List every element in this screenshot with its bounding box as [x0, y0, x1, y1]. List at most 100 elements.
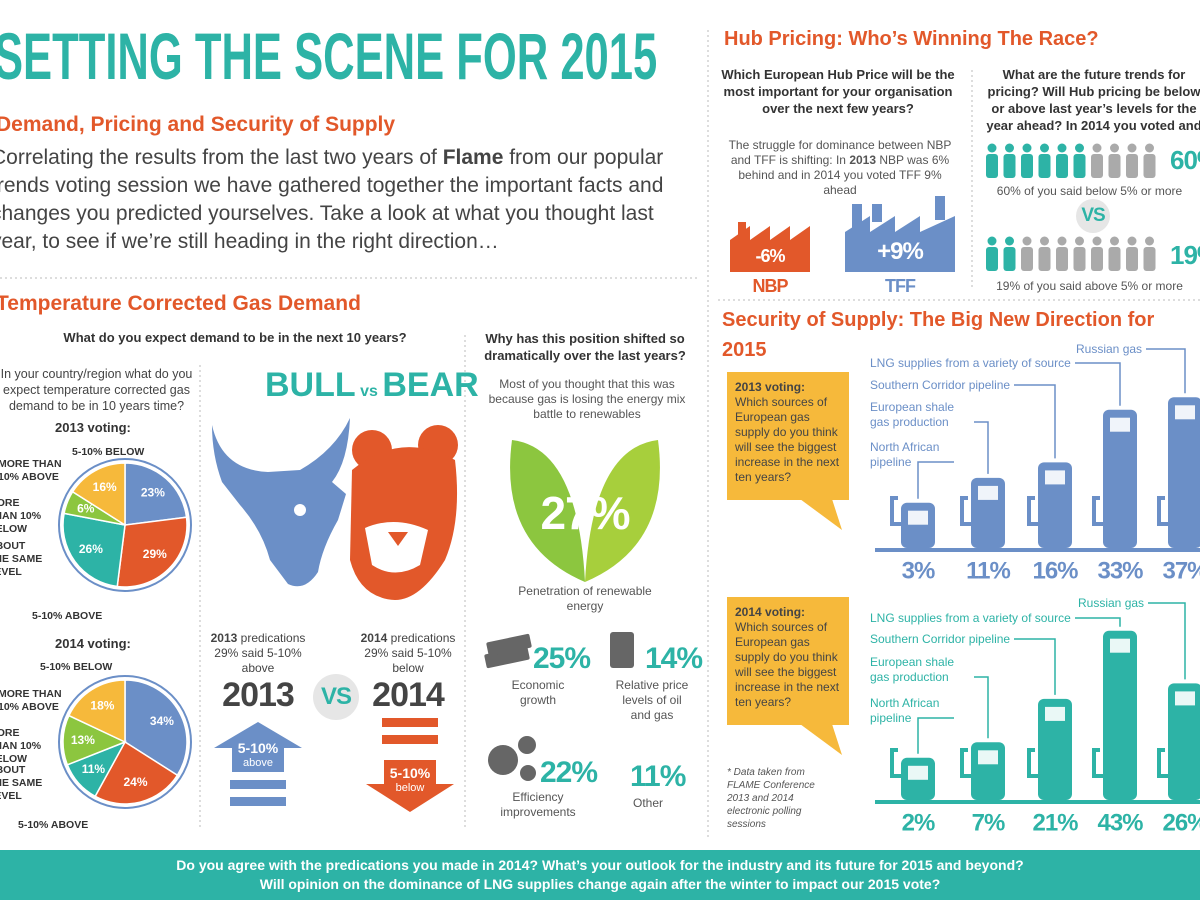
- slice-label: 26%: [79, 542, 103, 556]
- person-body: [1143, 247, 1156, 271]
- renewables-value: 27%: [540, 487, 630, 539]
- pie-slice: [94, 740, 179, 805]
- category-label: MORE THAN 10% BELOW: [0, 497, 42, 535]
- category-label: North African pipeline: [870, 696, 940, 725]
- person-head: [1145, 143, 1154, 153]
- category-label: Russian gas: [1076, 342, 1143, 356]
- pump-icon: [610, 632, 634, 668]
- pie-title: 2013 voting:: [55, 420, 131, 435]
- pie-slice: [116, 516, 188, 588]
- category-label: MORE THAN 10% ABOVE: [0, 458, 62, 483]
- factor-icons: [484, 632, 634, 781]
- pump-bar: [1038, 698, 1072, 800]
- factor-value: 11%: [630, 760, 686, 793]
- up-arrow: [214, 722, 302, 772]
- pump-hose: [890, 496, 901, 526]
- pump-window: [1045, 470, 1065, 485]
- pump-window: [1110, 638, 1130, 653]
- prediction-big-year: 2013: [222, 676, 295, 714]
- intro-heading: Demand, Pricing and Security of Supply: [0, 113, 396, 136]
- bull-icon: [212, 418, 350, 587]
- pump-hose: [1157, 748, 1168, 778]
- hub-question: Which European Hub Price will be the mos…: [721, 67, 955, 116]
- prediction-year: 2013: [210, 631, 238, 645]
- person-head: [1127, 236, 1137, 246]
- pie-slice: [67, 679, 126, 744]
- factor-value: 14%: [645, 642, 703, 675]
- hub-text: The struggle for dominance between NBP a…: [722, 138, 958, 198]
- leader-line: [1146, 348, 1186, 394]
- person-body: [1126, 247, 1138, 271]
- person-body: [1056, 154, 1068, 178]
- category-label: European shale gas production: [870, 400, 955, 429]
- person-body: [1108, 247, 1121, 271]
- arrow-label: 5-10% below: [370, 766, 450, 795]
- arrow-text: above: [243, 757, 273, 769]
- category-label: European shale gas production: [870, 655, 955, 684]
- bear-snout: [365, 521, 428, 573]
- demand-subquestion: In your country/region what do you expec…: [0, 367, 193, 413]
- nbp-factory: [730, 222, 810, 272]
- pump-bar: [901, 502, 935, 548]
- arrow-bar: [230, 780, 286, 789]
- bear-nose: [388, 532, 408, 546]
- person-body: [986, 247, 998, 271]
- person-head: [1040, 143, 1049, 153]
- prediction-label: predications: [390, 631, 456, 645]
- hub-name: NBP: [752, 276, 788, 296]
- person-body: [1021, 154, 1033, 178]
- person-head: [1022, 236, 1032, 246]
- prediction-label: predications: [240, 631, 306, 645]
- vs-circle: [1076, 199, 1110, 233]
- down-arrow: [366, 760, 454, 812]
- slice-label: 13%: [71, 733, 95, 747]
- vs-label: VS: [1081, 205, 1105, 226]
- hub-text-part: NBP was 6% behind and in 2014 you voted …: [738, 153, 950, 197]
- hub-value: -6%: [755, 246, 785, 266]
- hub-text-part: The struggle for dominance between NBP a…: [728, 138, 952, 167]
- bull-eye: [294, 504, 306, 516]
- person-body: [986, 154, 998, 178]
- person-body: [1038, 154, 1051, 178]
- box-tail: [800, 724, 842, 755]
- money-icon: [486, 633, 532, 657]
- pump-hose: [890, 748, 901, 778]
- factor-label: Economic growth: [511, 678, 565, 707]
- value-label: 33%: [1097, 557, 1143, 584]
- intro-text-part: from our popular trends voting session w…: [0, 146, 664, 253]
- demand-question: What do you expect demand to be in the n…: [63, 330, 407, 345]
- value-label: 16%: [1032, 557, 1078, 584]
- pie-slice: [62, 512, 126, 588]
- money-icon: [484, 645, 530, 669]
- leader-line: [974, 676, 989, 739]
- prediction: 2013 predications 29% said 5-10% above: [203, 631, 313, 676]
- category-label: Russian gas: [1078, 596, 1145, 610]
- factor-label: Other: [632, 796, 663, 810]
- factor-label: Relative price levels of oil and gas: [615, 678, 689, 722]
- value-label: 21%: [1032, 809, 1078, 836]
- person-body: [1091, 247, 1103, 271]
- pump-window: [1175, 691, 1195, 706]
- person-body: [1091, 154, 1103, 178]
- person-head: [1057, 143, 1067, 153]
- person-head: [1022, 143, 1032, 153]
- vs-circle: [313, 674, 359, 720]
- person-head: [987, 236, 997, 246]
- hub-text-bold: 2013: [849, 153, 877, 167]
- leader-line: [917, 461, 954, 499]
- pump-hose: [960, 496, 971, 526]
- arrow-text: below: [395, 782, 425, 794]
- person-body: [1038, 247, 1051, 271]
- value-label: 2%: [902, 809, 935, 836]
- vs-label: vs: [360, 383, 378, 400]
- intro-text-bold: Flame: [442, 146, 504, 169]
- factor-value: 25%: [533, 642, 591, 675]
- category-label: LNG supplies from a variety of source: [870, 611, 1071, 625]
- person-head: [1040, 236, 1049, 246]
- pump-hose: [1157, 496, 1168, 526]
- slice-label: 18%: [90, 699, 114, 713]
- box-title: 2013 voting:: [735, 380, 806, 394]
- person-body: [1073, 247, 1086, 271]
- prediction-text: 29% said 5-10% below: [364, 646, 452, 675]
- value-label: 37%: [1162, 557, 1200, 584]
